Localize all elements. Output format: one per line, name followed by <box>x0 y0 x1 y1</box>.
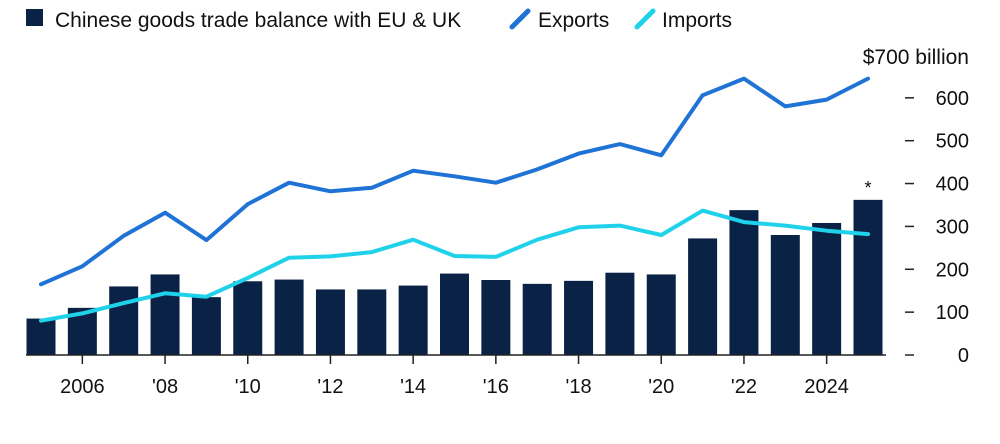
x-tick-label: 2024 <box>804 376 849 398</box>
trade-chart: Chinese goods trade balance with EU & UK… <box>0 0 1000 439</box>
x-tick-label: '10 <box>235 376 261 398</box>
trade-balance-bar <box>151 274 180 355</box>
footnote-asterisk: * <box>864 178 871 198</box>
legend-swatch-exports <box>512 11 528 27</box>
trade-balance-bar <box>440 274 469 355</box>
trade-balance-bar <box>854 200 883 355</box>
trade-balance-bar <box>523 284 552 355</box>
trade-balance-bar <box>771 235 800 355</box>
y-tick-label: 600 <box>936 88 969 110</box>
y-tick-label: 300 <box>936 216 969 238</box>
trade-balance-bar <box>688 238 717 355</box>
trade-balance-bar <box>729 210 758 355</box>
x-tick-label: '20 <box>648 376 674 398</box>
y-axis-unit-label: $700 billion <box>863 46 969 69</box>
x-axis: 2006 '08 '10 '12 '14 '16 '18 '20 '22 2024 <box>26 355 886 398</box>
legend-label-imports: Imports <box>662 9 732 32</box>
y-tick-label: 100 <box>936 302 969 324</box>
legend-swatch-trade-balance <box>26 9 43 26</box>
trade-balance-bar <box>192 297 221 355</box>
trade-balance-bar <box>481 280 510 355</box>
x-tick-label: '08 <box>152 376 178 398</box>
legend-label-exports: Exports <box>538 9 609 32</box>
trade-balance-bar <box>357 289 386 355</box>
legend: Chinese goods trade balance with EU & UK… <box>26 9 732 32</box>
legend-label-trade-balance: Chinese goods trade balance with EU & UK <box>55 9 461 32</box>
y-tick-label: 200 <box>936 259 969 281</box>
x-tick-label: '12 <box>317 376 343 398</box>
trade-balance-bar <box>27 319 56 355</box>
trade-balance-bar <box>647 274 676 355</box>
x-tick-label: '22 <box>731 376 757 398</box>
x-tick-label: '14 <box>400 376 426 398</box>
trade-balance-bar <box>109 286 138 355</box>
trade-balance-bar <box>275 280 304 355</box>
trade-balance-bar <box>564 281 593 355</box>
trade-balance-bar <box>605 273 634 355</box>
x-tick-label: '18 <box>566 376 592 398</box>
trade-balance-bar <box>233 281 262 355</box>
x-tick-label: '16 <box>483 376 509 398</box>
x-tick-label: 2006 <box>60 376 105 398</box>
trade-balance-bar <box>316 289 345 355</box>
chart-container: Chinese goods trade balance with EU & UK… <box>0 0 1000 439</box>
trade-balance-bar <box>812 223 841 355</box>
y-tick-label: 400 <box>936 174 969 196</box>
annotations: * <box>864 178 871 198</box>
legend-swatch-imports <box>637 11 653 27</box>
trade-balance-bar <box>399 286 428 355</box>
y-tick-label: 0 <box>958 345 969 367</box>
y-tick-label: 500 <box>936 131 969 153</box>
y-axis: 0 100 200 300 400 500 600 <box>905 88 969 367</box>
